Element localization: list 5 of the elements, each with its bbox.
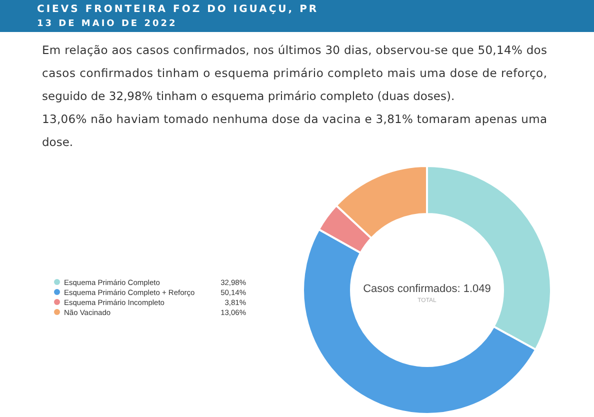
- chart-title: CIEVS FRONTEIRA FOZ DO IGUAÇU, PR: [37, 4, 319, 15]
- text: Casos confirmados: 1.049: [363, 283, 491, 295]
- text: 13,06% não haviam tomado nenhuma dose da vacina e 3,81% tomaram apenas uma dose.: [42, 112, 547, 149]
- chart-subtitle: 13 DE MAIO DE 2022: [37, 19, 178, 29]
- text: Em relação aos casos confirmados, nos últimos 30 dias, observou-se que 50,14% dos casos confirmados tinham o esquema primário completo mais uma dose de reforço, seguido de 32,98% tinham o esquema primário completo (duas doses).: [42, 43, 547, 103]
